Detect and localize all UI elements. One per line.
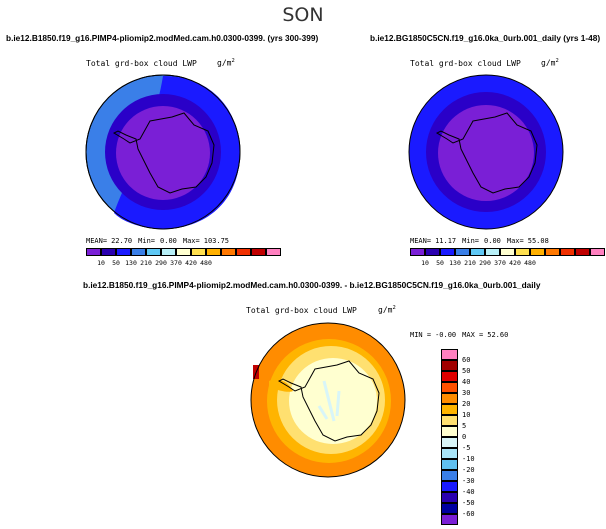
diff-colorbar-label: -5 xyxy=(462,444,471,452)
colorbar-swatch xyxy=(251,248,266,256)
colorbar-label: 130 xyxy=(125,259,137,267)
diff-colorbar-swatch xyxy=(441,470,458,481)
diff-colorbar-label: 50 xyxy=(462,367,471,375)
diff-colorbar-label: -40 xyxy=(462,488,475,496)
diff-colorbar-label: 20 xyxy=(462,400,471,408)
diff-colorbar-label: -10 xyxy=(462,455,475,463)
colorbar-swatch xyxy=(161,248,176,256)
left-polar-map xyxy=(85,74,241,230)
left-plot-title: Total grd-box cloud LWP xyxy=(86,59,197,68)
colorbar-swatch xyxy=(266,248,281,256)
colorbar-label: 50 xyxy=(436,259,444,267)
colorbar-swatch xyxy=(191,248,206,256)
right-colorbar xyxy=(410,248,605,256)
colorbar-label: 130 xyxy=(449,259,461,267)
right-polar-map xyxy=(408,74,564,230)
left-colorbar xyxy=(86,248,281,256)
diff-colorbar-label: 60 xyxy=(462,356,471,364)
diff-colorbar-swatch xyxy=(441,514,458,525)
diff-colorbar-swatch xyxy=(441,404,458,415)
colorbar-swatch xyxy=(176,248,191,256)
colorbar-swatch xyxy=(470,248,485,256)
colorbar-swatch xyxy=(530,248,545,256)
colorbar-swatch xyxy=(101,248,116,256)
colorbar-swatch xyxy=(590,248,605,256)
colorbar-label: 210 xyxy=(464,259,476,267)
colorbar-label: 420 xyxy=(509,259,521,267)
diff-colorbar-swatch xyxy=(441,448,458,459)
right-case-title: b.ie12.BG1850C5CN.f19_g16.0ka_0urb.001_d… xyxy=(370,33,601,43)
diff-colorbar-swatch xyxy=(441,503,458,514)
left-case-title: b.ie12.B1850.f19_g16.PIMP4-pliomip2.modM… xyxy=(6,33,319,43)
right-plot-title: Total grd-box cloud LWP xyxy=(410,59,521,68)
diff-case-title: b.ie12.B1850.f19_g16.PIMP4-pliomip2.modM… xyxy=(83,280,541,290)
diff-colorbar-labels: 60 50 40 30 20 10 5 0 -5 -10 -20 -30 -40 -50 -60 xyxy=(462,349,502,529)
diff-colorbar-swatch xyxy=(441,481,458,492)
colorbar-label: 10 xyxy=(421,259,429,267)
diff-colorbar-label: 30 xyxy=(462,389,471,397)
colorbar-swatch xyxy=(560,248,575,256)
colorbar-swatch xyxy=(440,248,455,256)
right-colorbar-labels: 10 50 130 210 290 370 420 480 xyxy=(410,259,605,269)
diff-colorbar-label: -30 xyxy=(462,477,475,485)
colorbar-label: 50 xyxy=(112,259,120,267)
colorbar-label: 210 xyxy=(140,259,152,267)
diff-colorbar-swatch xyxy=(441,371,458,382)
diff-colorbar-swatch xyxy=(441,459,458,470)
colorbar-label: 290 xyxy=(479,259,491,267)
diff-colorbar-label: -20 xyxy=(462,466,475,474)
left-stats: MEAN= 22.70 Min= 0.00 Max= 103.75 xyxy=(86,237,230,245)
colorbar-swatch xyxy=(545,248,560,256)
colorbar-swatch xyxy=(221,248,236,256)
diff-plot-title: Total grd-box cloud LWP xyxy=(246,306,357,315)
diff-colorbar-swatch xyxy=(441,393,458,404)
colorbar-label: 480 xyxy=(524,259,536,267)
diff-colorbar-swatch xyxy=(441,360,458,371)
diff-colorbar-swatch xyxy=(441,415,458,426)
colorbar-swatch xyxy=(116,248,131,256)
colorbar-label: 370 xyxy=(170,259,182,267)
diff-colorbar-label: 0 xyxy=(462,433,467,441)
colorbar-swatch xyxy=(455,248,470,256)
right-units: g/m2 xyxy=(541,58,559,68)
colorbar-swatch xyxy=(206,248,221,256)
colorbar-swatch xyxy=(500,248,515,256)
colorbar-swatch xyxy=(575,248,590,256)
diff-colorbar-label: 10 xyxy=(462,411,471,419)
diff-colorbar-swatch xyxy=(441,349,458,360)
diff-colorbar-swatch xyxy=(441,492,458,503)
diff-polar-map xyxy=(250,322,406,478)
colorbar-swatch xyxy=(86,248,101,256)
colorbar-label: 10 xyxy=(97,259,105,267)
diff-stats: MIN = -0.00 MAX = 52.60 xyxy=(410,331,509,339)
colorbar-swatch xyxy=(131,248,146,256)
colorbar-label: 480 xyxy=(200,259,212,267)
colorbar-label: 290 xyxy=(155,259,167,267)
colorbar-label: 420 xyxy=(185,259,197,267)
left-units: g/m2 xyxy=(217,58,235,68)
season-title: SON xyxy=(282,4,324,26)
colorbar-label: 370 xyxy=(494,259,506,267)
right-stats: MEAN= 11.17 Min= 0.00 Max= 55.08 xyxy=(410,237,549,245)
left-colorbar-labels: 10 50 130 210 290 370 420 480 xyxy=(86,259,281,269)
diff-colorbar-label: -60 xyxy=(462,510,475,518)
colorbar-swatch xyxy=(146,248,161,256)
diff-units: g/m2 xyxy=(378,305,396,315)
diff-colorbar-swatch xyxy=(441,426,458,437)
diff-colorbar-swatch xyxy=(441,382,458,393)
colorbar-swatch xyxy=(515,248,530,256)
diff-colorbar-label: -50 xyxy=(462,499,475,507)
diff-colorbar-swatch xyxy=(441,437,458,448)
colorbar-swatch xyxy=(485,248,500,256)
diff-colorbar xyxy=(441,349,458,525)
diff-colorbar-label: 5 xyxy=(462,422,467,430)
diff-colorbar-label: 40 xyxy=(462,378,471,386)
colorbar-swatch xyxy=(236,248,251,256)
colorbar-swatch xyxy=(410,248,425,256)
colorbar-swatch xyxy=(425,248,440,256)
